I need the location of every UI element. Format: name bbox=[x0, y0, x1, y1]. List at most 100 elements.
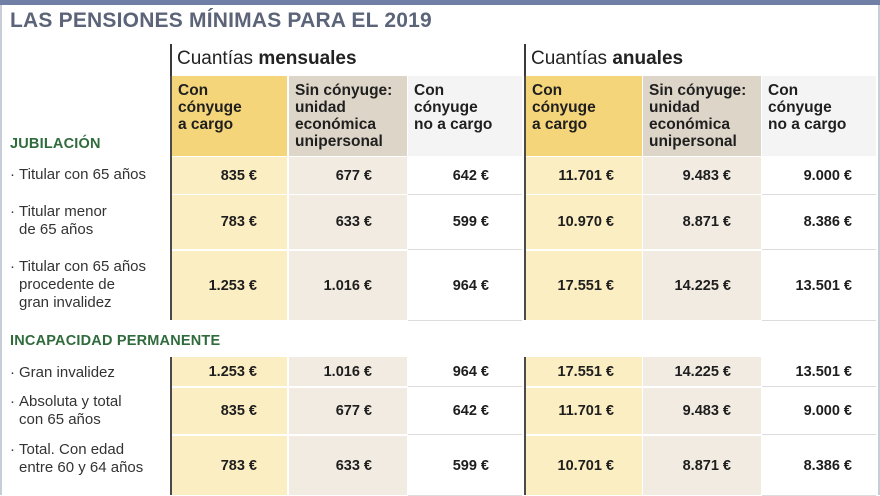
cell-value: 8.871 € bbox=[682, 214, 731, 230]
cell-value: 13.501 € bbox=[795, 277, 852, 294]
cell-value: 10.970 € bbox=[557, 214, 614, 230]
cell-value: 1.016 € bbox=[323, 277, 372, 294]
label-line: de 65 años bbox=[19, 221, 94, 238]
table-cell-annual-non-dependent-spouse: 9.000 € bbox=[762, 388, 876, 434]
table-cell-annual-with-dependent-spouse: 17.551 € bbox=[526, 251, 642, 320]
group-divider-line bbox=[170, 76, 172, 320]
col-header-monthly-non-dependent-spouse: Con cónyuge no a cargo bbox=[408, 76, 522, 156]
table-cell-partial bbox=[762, 488, 876, 495]
bullet: · bbox=[10, 364, 15, 381]
table-cell-monthly-non-dependent-spouse: 599 € bbox=[408, 195, 522, 249]
group-divider-line bbox=[524, 76, 526, 320]
row-label: · Absoluta y total con 65 años bbox=[10, 393, 122, 429]
table-cell-partial bbox=[408, 488, 522, 495]
row-label: · Titular con 65 años procedente de gran … bbox=[10, 258, 146, 312]
row-divider bbox=[408, 386, 522, 387]
cell-value: 9.483 € bbox=[682, 167, 731, 184]
header-line: económica bbox=[295, 116, 376, 133]
table-cell-monthly-non-dependent-spouse: 964 € bbox=[408, 357, 522, 386]
header-line: unidad bbox=[649, 99, 700, 116]
row-label: · Gran invalidez bbox=[10, 364, 115, 382]
table-cell-annual-no-spouse: 14.225 € bbox=[643, 251, 761, 320]
table-cell-partial bbox=[643, 488, 761, 495]
header-line: Con bbox=[414, 82, 445, 99]
cell-value: 1.016 € bbox=[323, 363, 372, 380]
table-cell-monthly-no-spouse: 677 € bbox=[289, 157, 407, 194]
row-divider bbox=[762, 249, 876, 250]
cell-value: 677 € bbox=[335, 403, 372, 419]
table-cell-annual-no-spouse: 9.483 € bbox=[643, 157, 761, 194]
cell-value: 8.386 € bbox=[803, 214, 852, 230]
row-label: · Titular menor de 65 años bbox=[10, 203, 107, 239]
cell-value: 8.871 € bbox=[682, 457, 731, 474]
table-cell-monthly-non-dependent-spouse: 642 € bbox=[408, 157, 522, 194]
cell-value: 677 € bbox=[335, 167, 372, 184]
table-cell-annual-with-dependent-spouse: 17.551 € bbox=[526, 357, 642, 386]
group-header-monthly: Cuantías mensuales bbox=[170, 44, 357, 76]
table-cell-annual-with-dependent-spouse: 11.701 € bbox=[526, 157, 642, 194]
table-cell-monthly-with-dependent-spouse: 1.253 € bbox=[172, 357, 287, 386]
cell-value: 642 € bbox=[452, 167, 489, 184]
table-cell-partial bbox=[289, 488, 407, 495]
row-label: · Titular con 65 años bbox=[10, 166, 146, 184]
cell-value: 599 € bbox=[452, 214, 489, 230]
label-line: Titular menor bbox=[19, 203, 107, 220]
header-line: económica bbox=[649, 116, 730, 133]
section-heading-incapacidad: INCAPACIDAD PERMANENTE bbox=[10, 333, 221, 349]
table-cell-annual-non-dependent-spouse: 13.501 € bbox=[762, 251, 876, 320]
label-line: Gran invalidez bbox=[19, 364, 115, 381]
header-line: unipersonal bbox=[295, 133, 383, 150]
cell-value: 14.225 € bbox=[674, 363, 731, 380]
label-line: Titular con 65 años bbox=[19, 166, 147, 183]
row-divider bbox=[762, 194, 876, 195]
page-title: LAS PENSIONES MÍNIMAS PARA EL 2019 bbox=[10, 9, 432, 32]
table-cell-monthly-with-dependent-spouse: 835 € bbox=[172, 157, 287, 194]
header-line: a cargo bbox=[532, 116, 588, 133]
cell-value: 11.701 € bbox=[558, 167, 614, 184]
header-line: a cargo bbox=[178, 116, 234, 133]
header-line: Con bbox=[532, 82, 563, 99]
header-line: cónyuge bbox=[178, 99, 242, 116]
cell-value: 642 € bbox=[452, 403, 489, 419]
cell-value: 783 € bbox=[220, 214, 257, 230]
table-cell-annual-no-spouse: 14.225 € bbox=[643, 357, 761, 386]
row-divider bbox=[408, 434, 522, 435]
table-cell-monthly-no-spouse: 1.016 € bbox=[289, 251, 407, 320]
row-divider bbox=[762, 320, 876, 321]
group-header-annual-prefix: Cuantías bbox=[531, 48, 608, 69]
table-cell-annual-non-dependent-spouse: 8.386 € bbox=[762, 195, 876, 249]
label-line: Titular con 65 años bbox=[19, 258, 147, 275]
cell-value: 964 € bbox=[452, 277, 489, 294]
table-cell-monthly-with-dependent-spouse: 1.253 € bbox=[172, 251, 287, 320]
label-line: entre 60 y 64 años bbox=[19, 459, 144, 476]
bullet: · bbox=[10, 393, 15, 410]
cell-value: 8.386 € bbox=[803, 457, 852, 474]
cell-value: 964 € bbox=[452, 363, 489, 380]
table-cell-annual-non-dependent-spouse: 8.386 € bbox=[762, 436, 876, 495]
col-header-annual-non-dependent-spouse: Con cónyuge no a cargo bbox=[762, 76, 876, 156]
table-cell-annual-no-spouse: 8.871 € bbox=[643, 195, 761, 249]
header-line: no a cargo bbox=[768, 116, 847, 133]
group-header-annual: Cuantías anuales bbox=[524, 44, 683, 76]
table-cell-monthly-with-dependent-spouse: 783 € bbox=[172, 436, 287, 495]
cell-value: 17.551 € bbox=[557, 277, 614, 294]
table-cell-annual-no-spouse: 9.483 € bbox=[643, 388, 761, 434]
label-line: con 65 años bbox=[19, 411, 101, 428]
row-divider bbox=[762, 434, 876, 435]
bullet: · bbox=[10, 203, 15, 220]
table-cell-annual-with-dependent-spouse: 10.970 € bbox=[526, 195, 642, 249]
cell-value: 10.701 € bbox=[557, 457, 614, 474]
label-line: gran invalidez bbox=[19, 294, 112, 311]
cell-value: 633 € bbox=[335, 214, 372, 230]
left-border bbox=[0, 5, 2, 495]
cell-value: 599 € bbox=[452, 457, 489, 474]
header-line: cónyuge bbox=[532, 99, 596, 116]
header-line: cónyuge bbox=[768, 99, 832, 116]
table-cell-monthly-no-spouse: 1.016 € bbox=[289, 357, 407, 386]
top-accent-bar bbox=[0, 0, 880, 5]
row-divider bbox=[408, 320, 522, 321]
cell-value: 1.253 € bbox=[208, 363, 257, 380]
cell-value: 14.225 € bbox=[674, 277, 731, 294]
bullet: · bbox=[10, 258, 15, 275]
header-line: Con bbox=[178, 82, 209, 99]
